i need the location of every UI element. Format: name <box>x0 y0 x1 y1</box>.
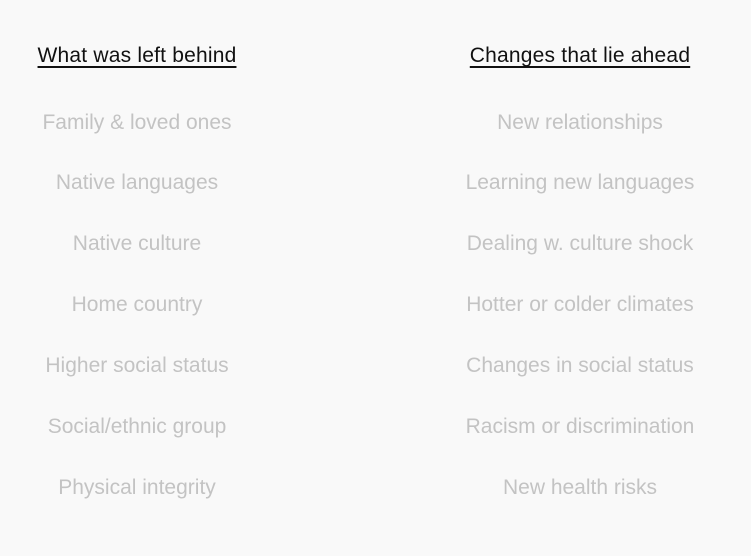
left-behind-item: Family & loved ones <box>42 111 232 134</box>
changes-ahead-item: New relationships <box>497 111 663 134</box>
changes-ahead-item: Hotter or colder climates <box>466 293 694 316</box>
changes-ahead-item: Dealing w. culture shock <box>466 232 694 255</box>
changes-ahead-item: Racism or discrimination <box>465 415 695 438</box>
left-behind-heading: What was left behind <box>37 44 237 67</box>
changes-ahead-item: Learning new languages <box>465 171 695 194</box>
left-behind-item: Physical integrity <box>58 476 216 499</box>
left-behind-item: Native languages <box>55 171 219 194</box>
changes-ahead-heading: Changes that lie ahead <box>469 44 691 67</box>
left-behind-item: Higher social status <box>45 354 229 377</box>
left-behind-item: Home country <box>71 293 203 316</box>
changes-ahead-item: New health risks <box>502 476 658 499</box>
left-behind-item: Social/ethnic group <box>47 415 227 438</box>
left-behind-item: Native culture <box>72 232 202 255</box>
changes-ahead-item: Changes in social status <box>466 354 694 377</box>
